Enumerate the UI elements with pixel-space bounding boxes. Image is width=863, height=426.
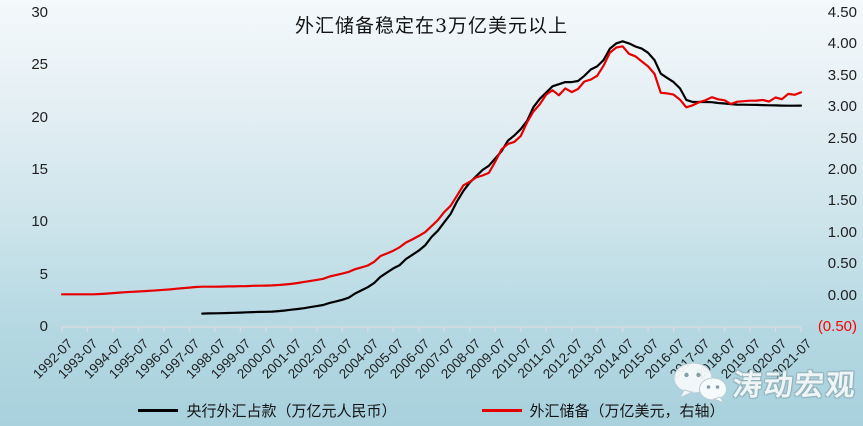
series-line-usd (60, 45, 803, 296)
y-axis-right-tick-label: 1.50 (827, 192, 857, 210)
legend-label-usd: 外汇储备（万亿美元，右轴） (529, 402, 725, 420)
legend-item-usd: 外汇储备（万亿美元，右轴） (481, 400, 725, 421)
y-axis-right-tick-label: 1.00 (827, 223, 857, 241)
y-axis-right-tick-label: 2.00 (827, 161, 857, 178)
chart-title: 外汇储备稳定在3万亿美元以上 (294, 15, 569, 37)
y-axis-right-tick-label: 4.00 (827, 35, 857, 53)
legend-item-cny: 央行外汇占款（万亿元人民币） (138, 400, 397, 421)
y-axis-right-tick-label: 3.00 (827, 98, 857, 116)
legend-label-cny: 央行外汇占款（万亿元人民币） (186, 402, 397, 420)
y-axis-left-tick-label: 5 (39, 265, 48, 283)
y-axis-right-tick-label: 0.00 (827, 286, 857, 304)
y-axis-left-tick-label: 10 (31, 213, 48, 231)
series-line-cny (201, 40, 803, 315)
y-axis-left-tick-label: 30 (31, 4, 48, 21)
red-line-swatch (481, 409, 522, 412)
y-axis-right-tick-label: 0.50 (827, 255, 857, 273)
y-axis-left-tick-label: 20 (31, 108, 48, 126)
black-line-swatch (138, 409, 179, 412)
y-axis-left-tick-label: 25 (31, 56, 48, 74)
y-axis-right-tick-label: 2.50 (827, 129, 857, 147)
y-axis-left-tick-label: 15 (31, 161, 48, 178)
y-axis-right-tick-label: 4.50 (827, 4, 857, 21)
y-axis-right-tick-label: (0.50) (817, 318, 857, 335)
y-axis-right-tick-label: 3.50 (827, 66, 857, 84)
legend: 央行外汇占款（万亿元人民币） 外汇储备（万亿美元，右轴） (0, 400, 863, 421)
y-axis-left-tick-label: 0 (39, 318, 48, 335)
